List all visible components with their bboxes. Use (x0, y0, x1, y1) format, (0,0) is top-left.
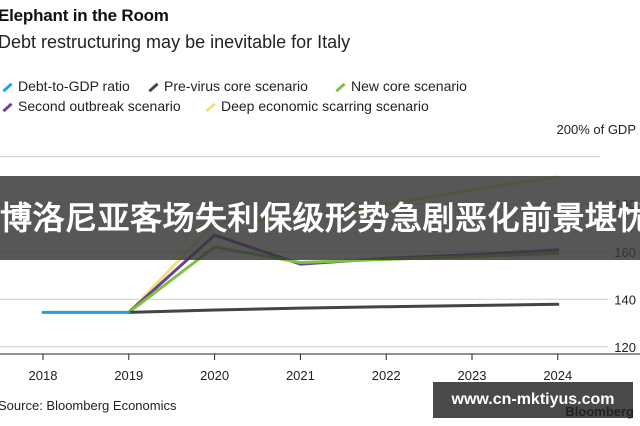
chart-title: Elephant in the Room (0, 6, 169, 25)
x-tick-label: 2024 (543, 368, 572, 383)
legend-label-second-outbreak: Second outbreak scenario (18, 98, 181, 114)
x-tick-label: 2019 (114, 368, 143, 383)
watermark-url[interactable]: www.cn-mktiyus.com (433, 382, 633, 418)
legend-label-debt: Debt-to-GDP ratio (18, 78, 130, 94)
x-tick-label: 2021 (286, 368, 315, 383)
x-tick-label: 2022 (372, 368, 401, 383)
overlay-banner (0, 176, 640, 260)
overlay-banner-text: 博洛尼亚客场失利保级形势急剧恶化前景堪忧 (0, 200, 640, 236)
source-note: Source: Bloomberg Economics (0, 398, 177, 413)
chart-subtitle: Debt restructuring may be inevitable for… (0, 32, 351, 52)
y-tick-label: 120 (614, 340, 636, 355)
x-tick-label: 2020 (200, 368, 229, 383)
legend-label-pre-virus: Pre-virus core scenario (164, 78, 308, 94)
y-tick-label: 140 (614, 292, 636, 307)
legend-label-deep-scarring: Deep economic scarring scenario (221, 98, 429, 114)
legend-label-new-core: New core scenario (351, 78, 467, 94)
series-line-pre-virus-core (127, 302, 560, 314)
y-unit-label: 200% of GDP (557, 122, 637, 137)
x-tick-label: 2018 (29, 368, 58, 383)
x-tick-label: 2023 (458, 368, 487, 383)
brand-logo: Bloomberg (565, 404, 634, 419)
